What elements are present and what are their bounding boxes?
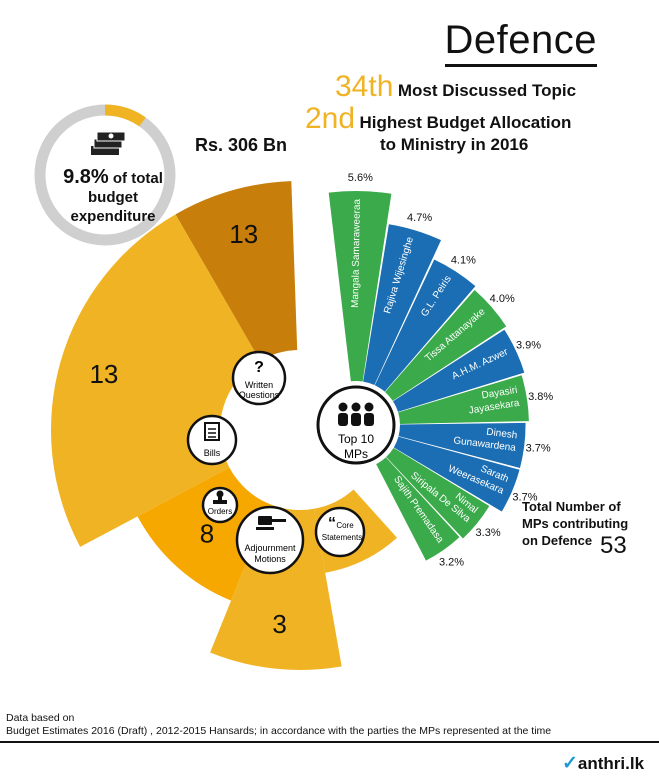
mp-name-label: Mangala Samaraweeraa [350, 198, 363, 308]
mp-value-label: 4.0% [490, 293, 515, 305]
category-bar [175, 181, 298, 361]
budget-amount: Rs. 306 Bn [195, 135, 288, 155]
mp-value-label: 3.2% [439, 556, 464, 568]
mp-bar [398, 422, 526, 469]
category-label: Orders [208, 507, 232, 516]
budget-share-text-b: budget [88, 189, 138, 206]
mp-value-label: 3.8% [528, 391, 553, 403]
mp-bar [385, 289, 507, 401]
page-title: Defence [444, 18, 597, 62]
total-mps-value: 53 [600, 532, 627, 559]
mp-bar [363, 224, 442, 386]
mp-value-label: 3.7% [526, 442, 551, 454]
category-label: Statements [322, 533, 362, 542]
top10-label-1: Top 10 [338, 432, 374, 446]
budget-rank-number: 2nd [305, 102, 356, 135]
budget-share-text: 9.8% of total budget expenditure [48, 166, 178, 226]
money-icon [91, 131, 126, 155]
written-questions-badge: ? Written Questions [231, 350, 287, 406]
top-mps-radial-chart: 5.6%Mangala Samaraweeraa 4.7%Rajiva Wijes… [328, 172, 553, 568]
category-label: Written [245, 380, 273, 390]
total-label-line-2: MPs contributing [522, 516, 629, 531]
footnote-line-2: Budget Estimates 2016 (Draft) , 2012-201… [6, 725, 552, 737]
mp-bar [393, 436, 520, 512]
budget-rank: 2nd Highest Budget Allocation [305, 102, 571, 136]
mp-value-label: 3.3% [476, 527, 501, 539]
mp-value-label: 3.9% [516, 340, 541, 352]
discussion-rank-number: 34th [335, 70, 394, 103]
bills-badge: Bills [186, 414, 238, 466]
discussion-rank: 34th Most Discussed Topic [335, 70, 576, 104]
orders-badge: Orders [201, 486, 239, 524]
mp-bar [398, 375, 529, 425]
discussion-rank-text: Most Discussed Topic [397, 81, 577, 100]
mp-value-label: 4.1% [451, 255, 476, 267]
people-icon [338, 402, 374, 426]
question-mark-icon: ? [254, 359, 264, 376]
budget-share-text-a: of total [108, 170, 163, 187]
document-icon [204, 422, 220, 441]
core-statements-badge: “ Core Statements [314, 506, 366, 558]
total-label-line-3: on Defence [522, 533, 593, 548]
category-value-label: 3 [272, 609, 286, 639]
quote-icon: “ [328, 515, 336, 532]
category-value-label: 13 [229, 219, 258, 249]
mp-value-label: 3.7% [512, 492, 537, 504]
category-value-label: 13 [89, 359, 118, 389]
checkmark-icon: ✓ [562, 753, 578, 774]
budget-rank-text-2: to Ministry in 2016 [380, 135, 529, 154]
category-label: Questions [239, 390, 280, 400]
category-bar [210, 504, 342, 670]
budget-share-text-c: expenditure [70, 208, 156, 225]
mp-bar [376, 457, 460, 561]
top10-label-2: MPs [344, 447, 368, 461]
mp-value-label: 4.7% [407, 212, 432, 224]
footnote-line-1: Data based on [6, 712, 75, 724]
category-label: Bills [204, 448, 221, 458]
mp-name-label: Dinesh [486, 427, 518, 442]
total-mps-label: Total Number of MPs contributing on Defe… [522, 498, 628, 549]
category-label: Adjournment [244, 543, 296, 553]
adjournment-motions-badge: Adjournment Motions [235, 505, 305, 575]
manthri-logo[interactable]: ✓anthri.lk [562, 752, 644, 775]
top10-badge: Top 10 MPs [316, 385, 396, 465]
category-value-label: 8 [200, 518, 214, 548]
stamp-icon [213, 490, 227, 504]
mp-bar [374, 259, 476, 392]
gavel-icon [256, 516, 286, 530]
logo-text: anthri.lk [577, 754, 645, 773]
footer-divider [0, 741, 659, 743]
budget-share-percent: 9.8% [63, 166, 109, 188]
mp-bar [328, 191, 392, 382]
total-label-line-1: Total Number of [522, 499, 621, 514]
title-underline [445, 64, 597, 67]
budget-ring-share [104, 104, 146, 127]
budget-ring [34, 104, 176, 246]
category-label: Core [336, 521, 354, 530]
category-label: Motions [254, 554, 286, 564]
mp-value-label: 5.6% [348, 172, 373, 184]
mp-bar [393, 329, 525, 412]
budget-rank-text-1: Highest Budget Allocation [359, 113, 572, 132]
mp-bar [386, 447, 490, 539]
